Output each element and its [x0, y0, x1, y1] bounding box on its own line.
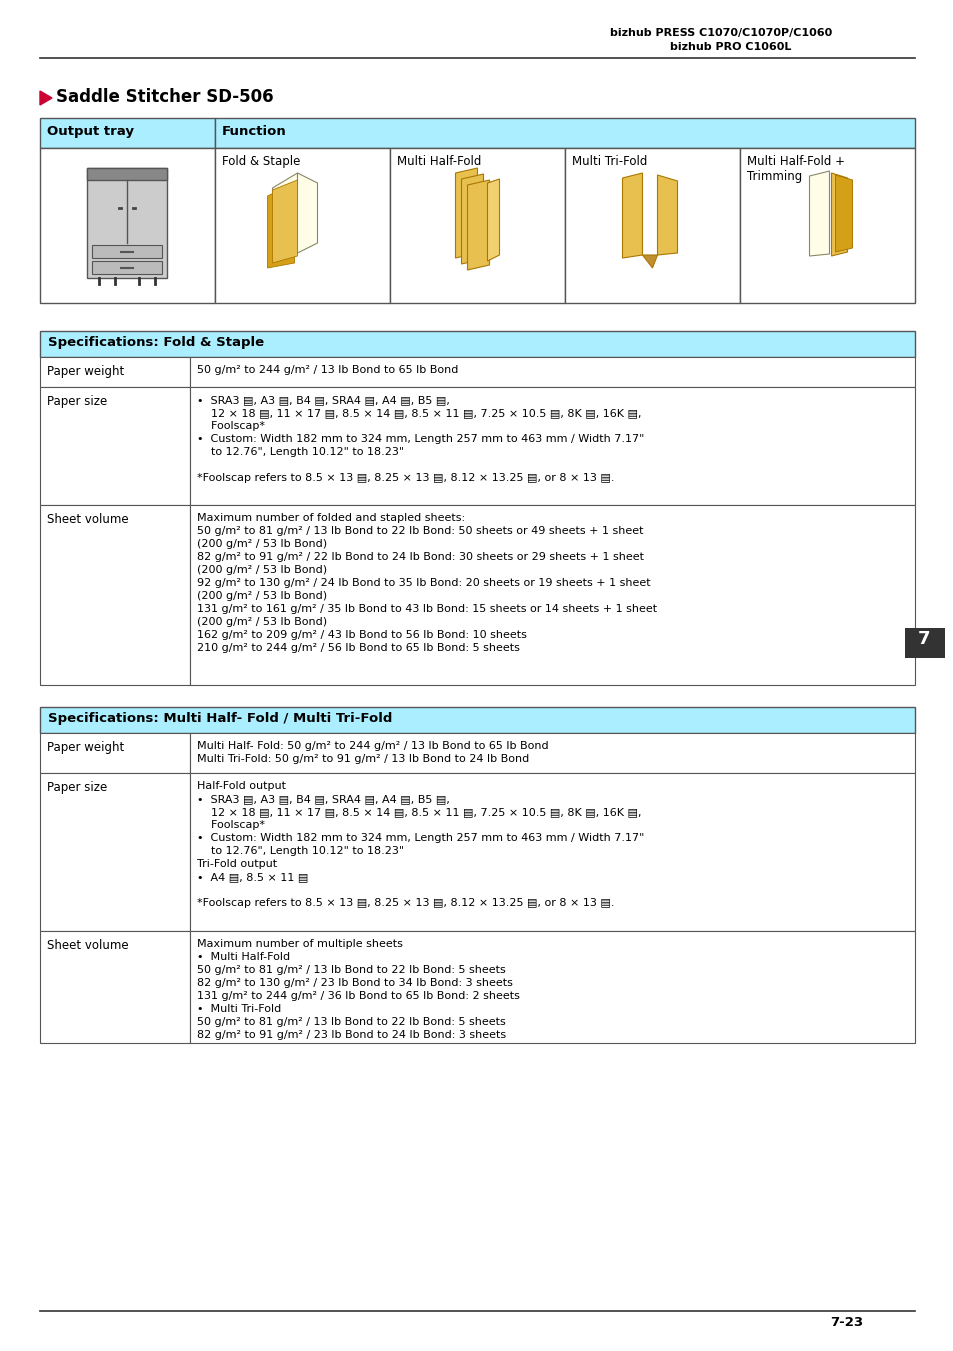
Text: Multi Tri-Fold: 50 g/m² to 91 g/m² / 13 lb Bond to 24 lb Bond: Multi Tri-Fold: 50 g/m² to 91 g/m² / 13 … [196, 754, 529, 765]
Text: (200 g/m² / 53 lb Bond): (200 g/m² / 53 lb Bond) [196, 565, 327, 576]
Polygon shape [487, 178, 499, 261]
Text: 12 × 18 ▤, 11 × 17 ▤, 8.5 × 14 ▤, 8.5 × 11 ▤, 7.25 × 10.5 ▤, 8K ▤, 16K ▤,: 12 × 18 ▤, 11 × 17 ▤, 8.5 × 14 ▤, 8.5 × … [196, 807, 640, 817]
Bar [40, 931, 190, 1043]
Polygon shape [273, 173, 297, 258]
Text: Function: Function [222, 126, 287, 138]
Bar [190, 386, 914, 505]
Polygon shape [297, 173, 317, 253]
Bar [40, 734, 190, 773]
Text: Foolscap*: Foolscap* [196, 422, 265, 431]
Polygon shape [273, 180, 297, 263]
Bar [40, 505, 190, 685]
Text: •  Custom: Width 182 mm to 324 mm, Length 257 mm to 463 mm / Width 7.17": • Custom: Width 182 mm to 324 mm, Length… [196, 834, 643, 843]
Text: Multi Tri-Fold: Multi Tri-Fold [572, 155, 647, 168]
Text: 131 g/m² to 161 g/m² / 35 lb Bond to 43 lb Bond: 15 sheets or 14 sheets + 1 shee: 131 g/m² to 161 g/m² / 35 lb Bond to 43 … [196, 604, 657, 613]
Polygon shape [267, 182, 294, 267]
Polygon shape [835, 176, 852, 253]
Polygon shape [809, 172, 828, 255]
Text: to 12.76", Length 10.12" to 18.23": to 12.76", Length 10.12" to 18.23" [196, 447, 404, 457]
Bar [214, 118, 914, 149]
Polygon shape [40, 91, 52, 105]
Text: Paper size: Paper size [47, 781, 107, 794]
Bar [564, 149, 740, 303]
Text: to 12.76", Length 10.12" to 18.23": to 12.76", Length 10.12" to 18.23" [196, 846, 404, 857]
Text: Maximum number of folded and stapled sheets:: Maximum number of folded and stapled she… [196, 513, 465, 523]
Text: 7-23: 7-23 [829, 1316, 862, 1329]
Text: bizhub PRESS C1070/C1070P/C1060: bizhub PRESS C1070/C1070P/C1060 [609, 28, 831, 38]
Text: Tri-Fold output: Tri-Fold output [196, 859, 276, 869]
Text: 50 g/m² to 81 g/m² / 13 lb Bond to 22 lb Bond: 50 sheets or 49 sheets + 1 sheet: 50 g/m² to 81 g/m² / 13 lb Bond to 22 lb… [196, 526, 643, 536]
Bar [40, 357, 190, 386]
Text: Fold & Staple: Fold & Staple [222, 155, 300, 168]
Bar [904, 628, 944, 658]
Bar [40, 331, 914, 357]
Bar [190, 357, 914, 386]
Polygon shape [657, 176, 677, 255]
Text: Saddle Stitcher SD-506: Saddle Stitcher SD-506 [56, 88, 274, 105]
Text: Multi Half- Fold: 50 g/m² to 244 g/m² / 13 lb Bond to 65 lb Bond: Multi Half- Fold: 50 g/m² to 244 g/m² / … [196, 740, 548, 751]
Polygon shape [455, 168, 477, 258]
Text: 50 g/m² to 244 g/m² / 13 lb Bond to 65 lb Bond: 50 g/m² to 244 g/m² / 13 lb Bond to 65 l… [196, 365, 457, 376]
Text: 210 g/m² to 244 g/m² / 56 lb Bond to 65 lb Bond: 5 sheets: 210 g/m² to 244 g/m² / 56 lb Bond to 65 … [196, 643, 519, 653]
Text: •  SRA3 ▤, A3 ▤, B4 ▤, SRA4 ▤, A4 ▤, B5 ▤,: • SRA3 ▤, A3 ▤, B4 ▤, SRA4 ▤, A4 ▤, B5 ▤… [196, 394, 450, 405]
Text: •  Multi Half-Fold: • Multi Half-Fold [196, 952, 290, 962]
Text: 50 g/m² to 81 g/m² / 13 lb Bond to 22 lb Bond: 5 sheets: 50 g/m² to 81 g/m² / 13 lb Bond to 22 lb… [196, 965, 505, 975]
Text: Multi Half-Fold: Multi Half-Fold [396, 155, 481, 168]
Bar [40, 707, 914, 734]
Text: bizhub PRO C1060L: bizhub PRO C1060L [669, 42, 791, 51]
Text: Output tray: Output tray [47, 126, 133, 138]
Text: (200 g/m² / 53 lb Bond): (200 g/m² / 53 lb Bond) [196, 590, 327, 601]
Text: •  SRA3 ▤, A3 ▤, B4 ▤, SRA4 ▤, A4 ▤, B5 ▤,: • SRA3 ▤, A3 ▤, B4 ▤, SRA4 ▤, A4 ▤, B5 ▤… [196, 794, 450, 804]
Bar [92, 245, 162, 258]
Text: 131 g/m² to 244 g/m² / 36 lb Bond to 65 lb Bond: 2 sheets: 131 g/m² to 244 g/m² / 36 lb Bond to 65 … [196, 992, 519, 1001]
Text: Multi Half-Fold +
Trimming: Multi Half-Fold + Trimming [746, 155, 844, 182]
Text: Specifications: Fold & Staple: Specifications: Fold & Staple [48, 336, 264, 349]
Polygon shape [622, 173, 641, 258]
Bar [40, 386, 190, 505]
Text: 50 g/m² to 81 g/m² / 13 lb Bond to 22 lb Bond: 5 sheets: 50 g/m² to 81 g/m² / 13 lb Bond to 22 lb… [196, 1017, 505, 1027]
Text: Maximum number of multiple sheets: Maximum number of multiple sheets [196, 939, 402, 948]
Text: 82 g/m² to 130 g/m² / 23 lb Bond to 34 lb Bond: 3 sheets: 82 g/m² to 130 g/m² / 23 lb Bond to 34 l… [196, 978, 513, 988]
Text: •  Multi Tri-Fold: • Multi Tri-Fold [196, 1004, 281, 1015]
Bar [92, 261, 162, 274]
Bar [740, 149, 914, 303]
Text: •  A4 ▤, 8.5 × 11 ▤: • A4 ▤, 8.5 × 11 ▤ [196, 871, 308, 882]
Text: Sheet volume: Sheet volume [47, 939, 129, 952]
Text: *Foolscap refers to 8.5 × 13 ▤, 8.25 × 13 ▤, 8.12 × 13.25 ▤, or 8 × 13 ▤.: *Foolscap refers to 8.5 × 13 ▤, 8.25 × 1… [196, 473, 614, 484]
Bar [40, 149, 214, 303]
Text: Half-Fold output: Half-Fold output [196, 781, 286, 790]
Polygon shape [467, 180, 489, 270]
Text: Paper size: Paper size [47, 394, 107, 408]
Polygon shape [641, 255, 657, 267]
Text: 82 g/m² to 91 g/m² / 23 lb Bond to 24 lb Bond: 3 sheets: 82 g/m² to 91 g/m² / 23 lb Bond to 24 lb… [196, 1029, 506, 1040]
Text: Paper weight: Paper weight [47, 740, 124, 754]
Bar [190, 931, 914, 1043]
Bar [88, 168, 168, 180]
Bar [214, 149, 390, 303]
Bar [390, 149, 564, 303]
Text: •  Custom: Width 182 mm to 324 mm, Length 257 mm to 463 mm / Width 7.17": • Custom: Width 182 mm to 324 mm, Length… [196, 434, 643, 444]
Text: Specifications: Multi Half- Fold / Multi Tri-Fold: Specifications: Multi Half- Fold / Multi… [48, 712, 392, 725]
Bar [190, 773, 914, 931]
Text: (200 g/m² / 53 lb Bond): (200 g/m² / 53 lb Bond) [196, 539, 327, 549]
Polygon shape [461, 174, 483, 263]
Text: 82 g/m² to 91 g/m² / 22 lb Bond to 24 lb Bond: 30 sheets or 29 sheets + 1 sheet: 82 g/m² to 91 g/m² / 22 lb Bond to 24 lb… [196, 553, 643, 562]
Text: (200 g/m² / 53 lb Bond): (200 g/m² / 53 lb Bond) [196, 617, 327, 627]
Bar [40, 773, 190, 931]
Bar [88, 168, 168, 278]
Text: 7: 7 [917, 630, 929, 648]
Text: Sheet volume: Sheet volume [47, 513, 129, 526]
Bar [40, 118, 214, 149]
Bar [190, 505, 914, 685]
Text: 12 × 18 ▤, 11 × 17 ▤, 8.5 × 14 ▤, 8.5 × 11 ▤, 7.25 × 10.5 ▤, 8K ▤, 16K ▤,: 12 × 18 ▤, 11 × 17 ▤, 8.5 × 14 ▤, 8.5 × … [196, 408, 640, 417]
Text: Foolscap*: Foolscap* [196, 820, 265, 830]
Text: 92 g/m² to 130 g/m² / 24 lb Bond to 35 lb Bond: 20 sheets or 19 sheets + 1 sheet: 92 g/m² to 130 g/m² / 24 lb Bond to 35 l… [196, 578, 650, 588]
Text: 162 g/m² to 209 g/m² / 43 lb Bond to 56 lb Bond: 10 sheets: 162 g/m² to 209 g/m² / 43 lb Bond to 56 … [196, 630, 526, 640]
Text: Paper weight: Paper weight [47, 365, 124, 378]
Polygon shape [831, 173, 846, 255]
Text: *Foolscap refers to 8.5 × 13 ▤, 8.25 × 13 ▤, 8.12 × 13.25 ▤, or 8 × 13 ▤.: *Foolscap refers to 8.5 × 13 ▤, 8.25 × 1… [196, 898, 614, 908]
Bar [190, 734, 914, 773]
